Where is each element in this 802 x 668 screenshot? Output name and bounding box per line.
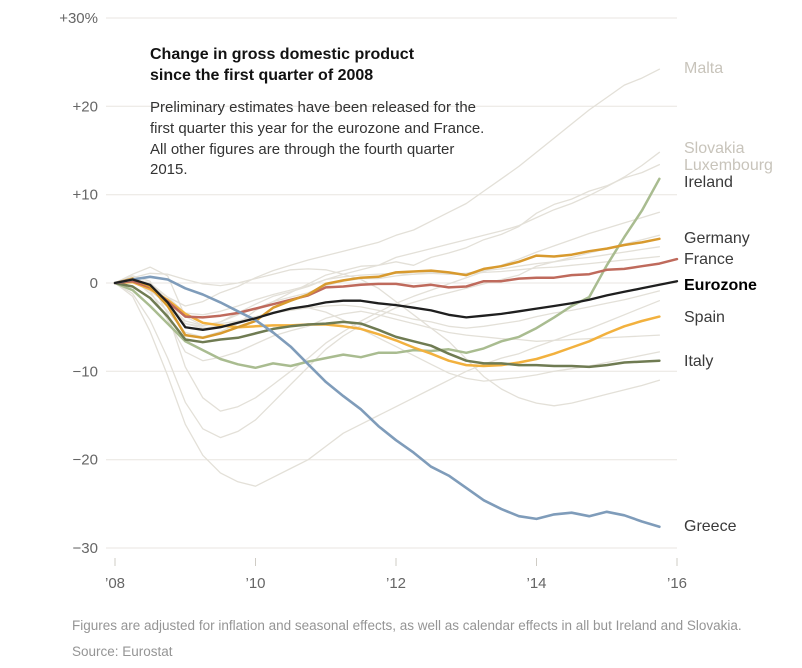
chart-title: Change in gross domestic product since t… xyxy=(150,46,415,85)
chart-header: Change in gross domestic product since t… xyxy=(150,44,500,181)
chart-subtitle: Preliminary estimates have been released… xyxy=(150,99,485,179)
series-luxembourg xyxy=(114,163,661,338)
series-latvia xyxy=(114,282,661,487)
chart-footer: Figures are adjusted for inflation and s… xyxy=(72,617,788,659)
series-italy xyxy=(113,281,661,369)
series-ireland xyxy=(113,177,661,370)
y-tick-label: 0 xyxy=(90,275,98,292)
series-label-italy: Italy xyxy=(684,353,714,370)
series-germany xyxy=(113,237,661,340)
y-tick-label: +30% xyxy=(59,10,98,27)
y-tick-label: +20 xyxy=(73,98,98,115)
y-tick-label: +10 xyxy=(73,187,98,204)
series-label-eurozone: Eurozone xyxy=(684,277,757,294)
series-netherlands xyxy=(114,278,661,329)
x-tick-label: ’12 xyxy=(386,575,406,592)
series-label-greece: Greece xyxy=(684,518,737,535)
series-greece xyxy=(113,275,661,529)
y-tick-label: −20 xyxy=(73,452,98,469)
series-malta xyxy=(114,68,661,307)
series-label-germany: Germany xyxy=(684,230,750,247)
series-eurozone xyxy=(113,278,679,331)
series-lithuania xyxy=(114,211,661,412)
series-cyprus xyxy=(114,268,661,407)
series-spain xyxy=(113,280,661,368)
series-label-spain: Spain xyxy=(684,309,725,326)
series-label-ireland: Ireland xyxy=(684,174,733,191)
series-slovakia xyxy=(114,151,661,327)
series-label-slovakia: Slovakia xyxy=(684,140,745,157)
source-credit: Source: Eurostat xyxy=(72,643,173,659)
y-tick-label: −10 xyxy=(73,363,98,380)
y-tick-label: −30 xyxy=(73,540,98,557)
x-tick-label: ’08 xyxy=(105,575,125,592)
x-tick-label: ’10 xyxy=(245,575,265,592)
x-tick-label: ’16 xyxy=(667,575,687,592)
footnote: Figures are adjusted for inflation and s… xyxy=(72,618,742,633)
series-france xyxy=(113,257,679,319)
series-label-france: France xyxy=(684,251,734,268)
series-finland xyxy=(114,277,661,362)
series-label-luxembourg: Luxembourg xyxy=(684,157,773,174)
series-austria xyxy=(114,255,661,327)
series-label-malta: Malta xyxy=(684,60,724,77)
x-tick-label: ’14 xyxy=(526,575,546,592)
